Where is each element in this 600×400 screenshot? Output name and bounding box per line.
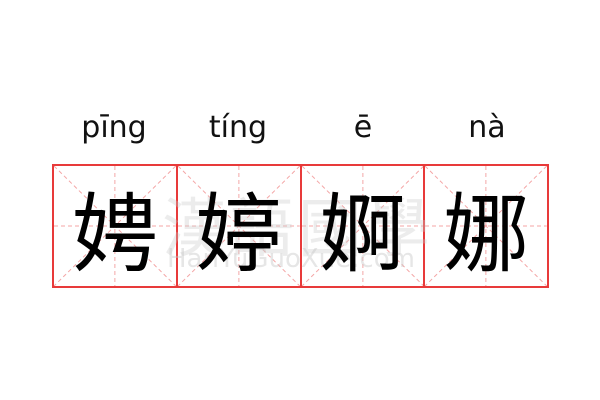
pinyin-2: tíng — [208, 110, 268, 145]
character: 娜 — [443, 184, 530, 285]
character-grid: 娉 婷 婀 娜 — [52, 164, 549, 288]
guide-lines — [302, 166, 424, 286]
guide-lines — [54, 166, 176, 286]
character: 婷 — [195, 184, 282, 285]
character-cell: 娉 — [54, 166, 178, 286]
guide-lines — [178, 166, 300, 286]
character-cell: 娜 — [425, 166, 547, 286]
pinyin-3: ē — [353, 110, 373, 145]
character-cell: 婀 — [302, 166, 426, 286]
pinyin-1: pīng — [81, 110, 147, 145]
character: 婀 — [319, 184, 406, 285]
character: 娉 — [71, 184, 158, 285]
character-cell: 婷 — [178, 166, 302, 286]
guide-lines — [425, 166, 547, 286]
pinyin-4: nà — [468, 110, 506, 145]
